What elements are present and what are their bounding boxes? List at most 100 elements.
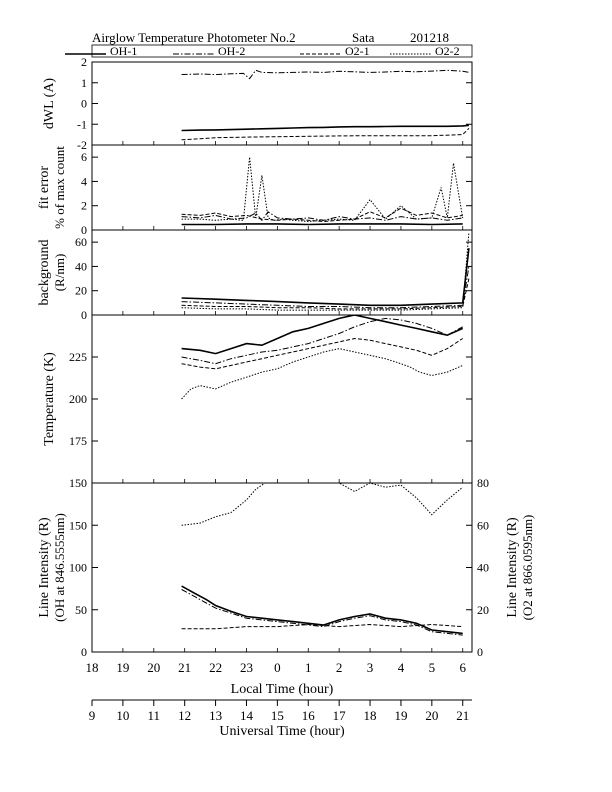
- series-dwl-oh-1: [181, 124, 469, 132]
- y-axis-label: fit error: [37, 166, 52, 209]
- y-tick-label: 6: [81, 150, 87, 164]
- y-tick-label: 40: [75, 259, 87, 273]
- panel-frame: [91, 61, 473, 146]
- y-tick-label: 0: [81, 97, 87, 111]
- y-axis-label-sub: % of max count: [52, 146, 67, 229]
- legend-label-o2-1: O2-1: [345, 44, 370, 58]
- figure-site: Sata: [352, 30, 375, 45]
- local-time-tick-label: 18: [86, 660, 99, 675]
- universal-time-tick-label: 16: [302, 708, 316, 723]
- y-tick-label: 150: [69, 518, 87, 532]
- series-background-oh-1: [181, 248, 470, 307]
- panel-temperature: 150 175 200 225 Temperature (K): [42, 314, 473, 490]
- universal-time-tick-label: 15: [271, 708, 284, 723]
- y-axis-label: Temperature (K): [42, 352, 57, 446]
- universal-time-tick-label: 13: [209, 708, 222, 723]
- y-tick-label: 100: [69, 561, 87, 575]
- panel-frame: [91, 144, 473, 231]
- local-time-tick-label: 0: [274, 660, 281, 675]
- figure-title: Airglow Temperature Photometer No.2: [92, 30, 296, 45]
- y-tick-label: 200: [69, 392, 87, 406]
- y-tick-label: 175: [69, 434, 87, 448]
- legend-label-oh-2: OH-2: [218, 44, 245, 58]
- local-time-tick-label: 3: [367, 660, 374, 675]
- y2-tick-label: 60: [477, 518, 489, 532]
- universal-time-tick-label: 12: [178, 708, 191, 723]
- y2-tick-label: 0: [477, 645, 483, 659]
- local-time-tick-label: 19: [116, 660, 129, 675]
- y2-tick-label: 40: [477, 561, 489, 575]
- y-tick-label: 20: [75, 284, 87, 298]
- series-background-o2-2: [181, 232, 470, 311]
- universal-time-tick-label: 10: [116, 708, 129, 723]
- local-time-tick-label: 21: [178, 660, 191, 675]
- local-time-tick-label: 4: [398, 660, 405, 675]
- universal-time-tick-label: 17: [333, 708, 347, 723]
- universal-time-tick-label: 11: [148, 708, 161, 723]
- series-fit_error-oh-1: [181, 223, 463, 226]
- local-time-tick-label: 22: [209, 660, 222, 675]
- y-tick-label: 60: [75, 235, 87, 249]
- local-time-tick-label: 20: [147, 660, 160, 675]
- y-tick-label: 0: [81, 308, 87, 322]
- y-tick-label: 0: [81, 645, 87, 659]
- local-time-tick-label: 2: [336, 660, 343, 675]
- local-time-tick-label: 1: [305, 660, 312, 675]
- local-time-axis-label: Local Time (hour): [231, 682, 334, 697]
- y-tick-label: 2: [81, 199, 87, 213]
- y-tick-label: 2: [81, 55, 87, 69]
- series-background-o2-1: [181, 278, 470, 310]
- panel-fit_error: 0 2 4 6 fit error% of max count: [37, 144, 473, 237]
- series-intensity-o2-1: [181, 623, 463, 630]
- y-axis-label-sub: (OH at 846.5555nm): [52, 513, 67, 622]
- universal-time-tick-label: 18: [364, 708, 377, 723]
- universal-time-tick-label: 9: [89, 708, 96, 723]
- universal-time-tick-label: 19: [394, 708, 407, 723]
- legend: OH-1 OH-2 O2-1 O2-2: [65, 44, 473, 58]
- y-tick-label: -2: [77, 138, 87, 152]
- panels: -2 -1 0 1 2 dWL (A) 0 2 4 6 fit error% of max coun…: [37, 55, 535, 659]
- y-tick-label: 1: [81, 76, 87, 90]
- y-tick-label: 50: [75, 603, 87, 617]
- series-temperature-o2-2: [181, 348, 463, 400]
- y2-tick-label: 20: [477, 603, 489, 617]
- series-temperature-oh-2: [181, 317, 463, 365]
- legend-label-oh-1: OH-1: [110, 44, 137, 58]
- y-tick-label: 0: [81, 223, 87, 237]
- series-fit_error-o2-1: [181, 207, 463, 223]
- universal-time-axis-label: Universal Time (hour): [219, 724, 345, 739]
- y-tick-label: -1: [77, 117, 87, 131]
- series-dwl-o2-1: [181, 128, 470, 141]
- y-tick-label: 4: [81, 174, 87, 188]
- universal-time-tick-label: 14: [240, 708, 254, 723]
- local-time-tick-label: 23: [240, 660, 253, 675]
- series-fit_error-o2-2: [181, 157, 464, 223]
- panel-dwl: -2 -1 0 1 2 dWL (A): [42, 55, 473, 152]
- local-time-tick-label: 5: [429, 660, 436, 675]
- panel-intensity: 0 50 100 150 Line Intensity (R) (OH at 846.55…: [37, 476, 535, 659]
- series-intensity-o2-2: [181, 483, 464, 526]
- y-axis-label: Line Intensity (R): [37, 517, 52, 618]
- local-time-tick-label: 6: [459, 660, 466, 675]
- series-dwl-oh-2: [181, 69, 469, 80]
- series-intensity-oh-2: [181, 589, 463, 636]
- y-axis-label: background: [37, 239, 52, 305]
- y-tick-label: 225: [69, 350, 87, 364]
- series-temperature-oh-1: [181, 315, 464, 355]
- panel-background: 0 20 40 60 background (R/nm): [37, 229, 473, 322]
- legend-label-o2-2: O2-2: [435, 44, 460, 58]
- universal-time-tick-label: 21: [456, 708, 469, 723]
- series-temperature-o2-1: [181, 337, 463, 370]
- figure-date: 201218: [410, 30, 449, 45]
- series-intensity-oh-1: [181, 585, 463, 635]
- series-background-oh-2: [181, 266, 470, 309]
- y2-axis-label-sub: (O2 at 866.0595nm): [520, 515, 535, 621]
- y-axis-label: dWL (A): [42, 78, 57, 130]
- figure-header: Airglow Temperature Photometer No.2 Sata…: [92, 30, 449, 45]
- y2-tick-label: 80: [477, 476, 489, 490]
- legend-box: [91, 44, 473, 58]
- series-fit_error-oh-2: [181, 211, 463, 222]
- y-tick-label: 150: [69, 476, 87, 490]
- panel-frame: [91, 314, 473, 484]
